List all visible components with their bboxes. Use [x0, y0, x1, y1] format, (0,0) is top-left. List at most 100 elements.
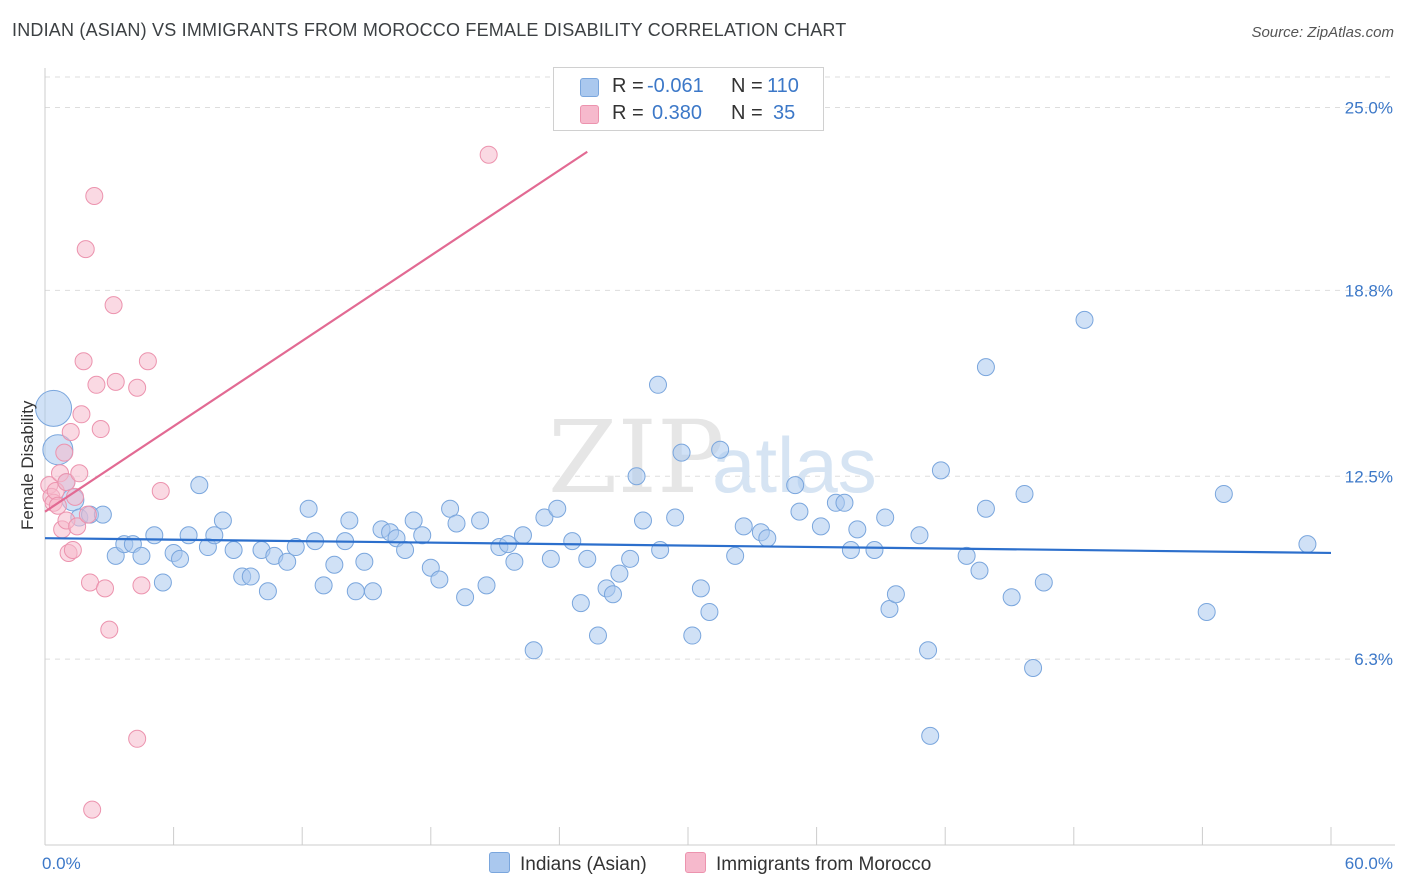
data-point-indians	[213, 511, 232, 530]
data-point-morocco	[55, 443, 74, 462]
bottom-legend-morocco: Immigrants from Morocco	[685, 852, 931, 876]
data-point-indians	[1298, 535, 1317, 554]
data-point-morocco	[91, 420, 110, 439]
bottom-legend-swatch-pink	[685, 852, 706, 873]
data-point-indians	[786, 476, 805, 495]
data-point-indians	[603, 585, 622, 604]
data-point-indians	[976, 358, 995, 377]
data-point-indians	[524, 641, 543, 660]
data-point-indians	[404, 511, 423, 530]
watermark-atlas: atlas	[712, 421, 877, 509]
x-tick-label: 0.0%	[42, 854, 81, 873]
data-point-indians	[571, 594, 590, 613]
y-tick-label: 6.3%	[1354, 650, 1393, 669]
data-point-indians	[563, 532, 582, 551]
data-point-indians	[456, 588, 475, 607]
data-point-morocco	[81, 573, 100, 592]
y-tick-label: 12.5%	[1345, 467, 1393, 486]
data-point-indians	[258, 582, 277, 601]
data-point-indians	[790, 502, 809, 521]
bottom-legend-label-indians: Indians (Asian)	[520, 854, 647, 875]
data-point-indians	[758, 529, 777, 548]
data-point-indians	[535, 508, 554, 527]
data-point-morocco	[104, 296, 123, 315]
data-point-indians	[841, 541, 860, 559]
data-point-indians	[957, 546, 976, 565]
data-point-indians	[132, 546, 151, 565]
legend-n-label: N =	[731, 102, 763, 124]
data-point-indians	[153, 573, 172, 592]
data-point-indians	[299, 499, 318, 518]
series-morocco-points	[40, 145, 498, 819]
data-point-indians	[447, 514, 466, 533]
legend-r-value: 0.380	[652, 102, 703, 124]
data-point-indians	[588, 626, 607, 645]
data-point-indians	[976, 499, 995, 518]
data-point-indians	[1034, 573, 1053, 592]
data-point-indians	[35, 389, 73, 427]
data-point-indians	[396, 541, 415, 559]
data-point-indians	[1015, 484, 1034, 503]
data-point-indians	[970, 561, 989, 580]
data-point-indians	[835, 493, 854, 512]
data-point-indians	[1002, 588, 1021, 607]
data-point-indians	[666, 508, 685, 527]
data-point-indians	[355, 552, 374, 571]
data-point-indians	[346, 582, 365, 601]
legend-swatch-pink	[580, 105, 599, 124]
data-point-indians	[921, 726, 940, 745]
data-point-indians	[651, 541, 670, 559]
data-point-morocco	[57, 473, 76, 492]
data-point-indians	[1075, 310, 1094, 329]
data-point-indians	[931, 461, 950, 480]
data-point-morocco	[128, 378, 147, 397]
data-point-morocco	[85, 187, 104, 205]
data-point-indians	[1214, 484, 1233, 503]
y-tick-label: 18.8%	[1345, 281, 1393, 300]
data-point-indians	[145, 526, 164, 545]
legend-r-label: R =	[612, 102, 644, 124]
data-point-indians	[865, 541, 884, 559]
data-point-indians	[340, 511, 359, 530]
data-point-indians	[919, 641, 938, 660]
data-point-morocco	[63, 541, 82, 559]
data-point-indians	[734, 517, 753, 536]
data-point-indians	[314, 576, 333, 595]
legend-r-label: R =	[612, 75, 644, 97]
data-point-indians	[726, 546, 745, 565]
data-point-indians	[477, 576, 496, 595]
correlation-legend: R = -0.061 N = 110 R = 0.380 N = 35	[553, 67, 824, 131]
data-point-indians	[471, 511, 490, 530]
data-point-morocco	[74, 352, 93, 371]
data-point-indians	[93, 505, 112, 524]
data-point-indians	[541, 549, 560, 568]
data-point-indians	[413, 526, 432, 545]
data-point-indians	[241, 567, 260, 586]
data-point-indians	[910, 526, 929, 545]
y-tick-label: 25.0%	[1345, 99, 1393, 118]
data-point-indians	[179, 526, 198, 545]
data-point-indians	[811, 517, 830, 536]
source-label: Source: ZipAtlas.com	[1251, 24, 1394, 41]
x-tick-label: 60.0%	[1345, 854, 1393, 873]
data-point-morocco	[70, 464, 89, 483]
data-point-indians	[505, 552, 524, 571]
data-point-morocco	[83, 800, 102, 819]
bottom-legend-indians: Indians (Asian)	[489, 852, 647, 876]
bottom-legend-swatch-blue	[489, 852, 510, 873]
legend-row-morocco: R = 0.380 N = 35	[554, 100, 823, 128]
watermark-zip: ZIP	[548, 399, 724, 516]
legend-row-indians: R = -0.061 N = 110	[554, 73, 823, 101]
legend-r-value: -0.061	[647, 75, 704, 97]
data-point-indians	[876, 508, 895, 527]
data-point-indians	[1197, 602, 1216, 621]
data-point-indians	[513, 526, 532, 545]
data-point-indians	[648, 375, 667, 394]
trend-lines	[44, 150, 1332, 555]
data-point-morocco	[96, 579, 115, 598]
data-point-indians	[578, 549, 597, 568]
legend-n-value: 35	[773, 102, 796, 124]
data-point-indians	[190, 476, 209, 495]
data-point-indians	[278, 552, 297, 571]
